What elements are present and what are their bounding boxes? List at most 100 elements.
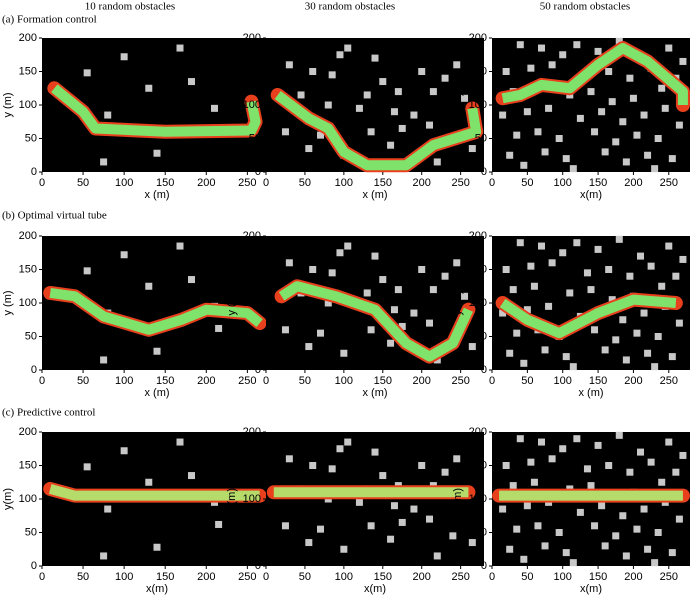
obstacle [281, 128, 289, 136]
x-tick-label: 0 [39, 571, 45, 583]
x-tick-label: 200 [624, 571, 642, 583]
obstacle [426, 121, 433, 129]
y-tick-label: 200 [243, 230, 261, 242]
obstacle [591, 326, 599, 334]
obstacle [523, 502, 531, 510]
obstacle [513, 525, 521, 533]
obstacle [418, 462, 426, 469]
obstacle [309, 68, 317, 75]
x-tick-label: 0 [263, 571, 269, 583]
obstacle [520, 555, 528, 563]
y-tick-label: 50 [249, 526, 261, 538]
obstacle [679, 255, 687, 263]
obstacle [336, 445, 344, 453]
obstacle [340, 349, 348, 357]
obstacle [679, 451, 687, 459]
obstacle [559, 445, 567, 453]
y-tick-label: 100 [469, 297, 487, 309]
obstacle [527, 262, 535, 270]
obstacle [215, 324, 223, 332]
obstacle [468, 145, 476, 153]
x-tick-label: 150 [374, 571, 392, 583]
obstacle [622, 356, 630, 364]
obstacle [562, 549, 570, 557]
obstacle [506, 151, 514, 159]
y-tick-label: 50 [25, 132, 37, 144]
obstacle [336, 249, 344, 257]
obstacle [598, 108, 606, 116]
x-tick-label: 100 [335, 375, 353, 387]
obstacle [548, 61, 556, 69]
obstacle [502, 462, 510, 469]
x-tick-label: 150 [589, 375, 607, 387]
tube [51, 84, 261, 137]
y-tick-label: 100 [19, 297, 37, 309]
obstacle [576, 508, 584, 516]
obstacle [601, 346, 609, 354]
obstacle [668, 353, 676, 361]
obstacle [601, 542, 609, 550]
x-tick-label: 0 [39, 375, 45, 387]
obstacle [453, 259, 461, 267]
x-tick-label: 150 [156, 177, 174, 189]
column-title: 50 random obstacles [540, 1, 630, 13]
x-axis-label: x (m) [362, 189, 387, 201]
obstacle [644, 349, 652, 357]
obstacle [468, 539, 476, 547]
obstacle [516, 239, 524, 247]
obstacle [390, 306, 398, 314]
obstacle [672, 468, 680, 476]
obstacle [668, 549, 676, 557]
obstacle [176, 242, 184, 250]
x-tick-label: 50 [299, 571, 311, 583]
obstacle [545, 302, 553, 310]
y-tick-label: 50 [25, 526, 37, 538]
obstacle [394, 286, 402, 294]
obstacle [605, 68, 613, 75]
y-tick-label: 200 [19, 32, 37, 44]
y-tick-label: 150 [469, 263, 487, 275]
y-tick-label: 100 [243, 297, 261, 309]
obstacle [615, 235, 623, 243]
obstacle [612, 532, 620, 540]
obstacle [387, 141, 395, 149]
y-tick-label: 200 [243, 426, 261, 438]
obstacle [672, 272, 680, 280]
obstacle [215, 520, 223, 528]
obstacle [541, 346, 549, 354]
y-tick-label: 100 [469, 493, 487, 505]
obstacle [120, 251, 128, 259]
x-tick-label: 150 [374, 375, 392, 387]
obstacle [418, 266, 426, 273]
obstacle [555, 529, 563, 536]
obstacle [619, 316, 627, 324]
x-tick-label: 100 [335, 177, 353, 189]
obstacle [562, 155, 570, 163]
obstacle [367, 522, 375, 530]
obstacle [379, 472, 387, 480]
y-axis-label: y (m) [2, 290, 14, 315]
obstacle [661, 104, 669, 112]
obstacle [566, 289, 574, 297]
x-tick-label: 100 [554, 177, 572, 189]
obstacle [523, 108, 531, 116]
x-tick-label: 250 [238, 375, 256, 387]
obstacle [100, 552, 108, 560]
obstacle [583, 465, 591, 473]
obstacle [633, 525, 641, 533]
obstacle [379, 78, 387, 86]
y-tick-label: 200 [469, 426, 487, 438]
obstacle [587, 482, 595, 490]
y-axis-label: y (m) [226, 92, 238, 117]
obstacle [317, 329, 324, 337]
x-tick-label: 50 [299, 375, 311, 387]
obstacle [637, 448, 644, 456]
y-axis-label: y (m) [452, 92, 464, 117]
obstacle [569, 559, 577, 567]
obstacle [654, 333, 662, 340]
obstacle [449, 532, 457, 540]
obstacle [527, 64, 535, 72]
obstacle [619, 118, 627, 126]
obstacle [461, 94, 469, 102]
